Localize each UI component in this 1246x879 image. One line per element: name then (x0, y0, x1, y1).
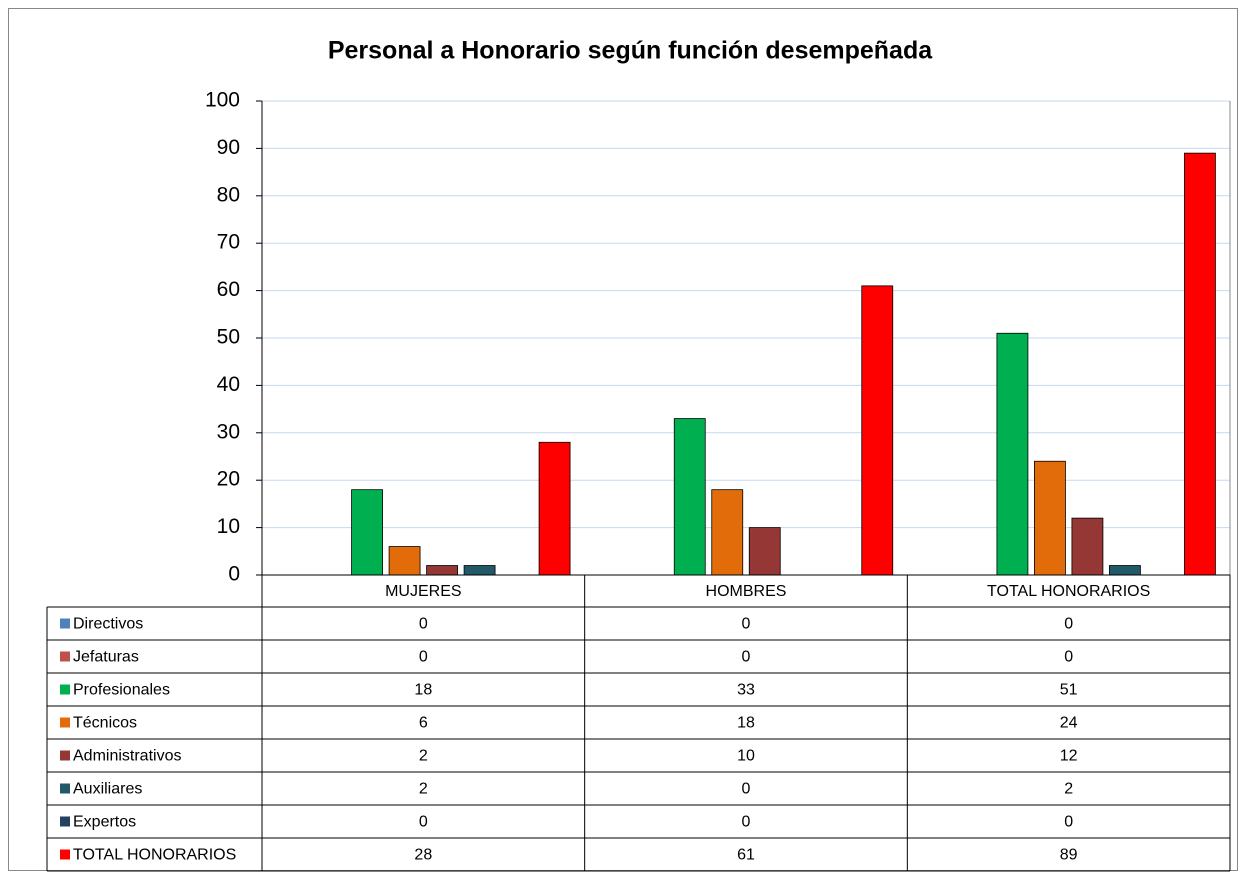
table-value: 18 (414, 682, 432, 699)
bar (538, 441, 571, 576)
y-tick-label: 90 (217, 136, 240, 159)
legend-key (60, 816, 70, 827)
legend-key (60, 684, 70, 695)
table-value: 61 (737, 847, 755, 864)
table-value: 0 (742, 814, 751, 831)
category-label: MUJERES (385, 583, 461, 600)
y-tick-label: 60 (217, 278, 240, 301)
bar (711, 489, 744, 576)
y-tick-label: 80 (217, 183, 240, 206)
table-value: 0 (1064, 649, 1073, 666)
table-value: 18 (737, 715, 755, 732)
table-value: 0 (419, 649, 428, 666)
legend-label: TOTAL HONORARIOS (73, 847, 236, 864)
legend-key (60, 783, 70, 794)
table-value: 28 (414, 847, 432, 864)
bar (996, 332, 1029, 576)
bar (1034, 460, 1066, 576)
bar (1071, 517, 1104, 576)
table-value: 2 (419, 748, 428, 765)
legend-key (60, 618, 70, 629)
table-value: 0 (742, 781, 751, 798)
y-tick-label: 70 (217, 231, 240, 254)
category-label: TOTAL HONORARIOS (987, 583, 1150, 600)
y-tick-label: 10 (217, 515, 240, 538)
legend-label: Auxiliares (73, 781, 142, 798)
table-value: 6 (419, 715, 428, 732)
table-value: 12 (1060, 748, 1078, 765)
table-value: 0 (419, 616, 428, 633)
legend-key (60, 717, 70, 728)
bar (861, 285, 894, 576)
table-value: 0 (742, 649, 751, 666)
table-value: 0 (742, 616, 751, 633)
legend-label: Directivos (73, 616, 143, 633)
chart-title: Personal a Honorario según función desem… (328, 37, 933, 65)
bar (388, 546, 421, 576)
bar (673, 418, 706, 576)
bar (1109, 565, 1141, 576)
legend-label: Administrativos (73, 748, 181, 765)
legend-label: Expertos (73, 814, 136, 831)
legend-label: Profesionales (73, 682, 170, 699)
bar (426, 565, 458, 576)
bar (1184, 152, 1216, 576)
legend-key (60, 849, 70, 860)
bar (748, 527, 781, 576)
y-tick-label: 0 (228, 563, 240, 586)
y-tick-label: 30 (217, 420, 240, 443)
table-value: 2 (1064, 781, 1073, 798)
legend-key (60, 750, 70, 761)
table-value: 0 (419, 814, 428, 831)
y-tick-label: 20 (217, 468, 240, 491)
y-tick-label: 40 (217, 373, 240, 396)
category-label: HOMBRES (706, 583, 787, 600)
y-tick-label: 50 (217, 326, 240, 349)
legend-label: Jefaturas (73, 649, 139, 666)
legend-key (60, 651, 70, 662)
table-value: 2 (419, 781, 428, 798)
table-value: 89 (1060, 847, 1078, 864)
bar (351, 489, 383, 576)
table-value: 51 (1060, 682, 1078, 699)
table-value: 10 (737, 748, 755, 765)
chart-border (8, 8, 1238, 871)
bar (463, 565, 496, 576)
y-tick-label: 100 (205, 89, 240, 112)
legend-label: Técnicos (73, 715, 137, 732)
table-value: 24 (1060, 715, 1078, 732)
table-value: 33 (737, 682, 755, 699)
table-value: 0 (1064, 616, 1073, 633)
table-value: 0 (1064, 814, 1073, 831)
